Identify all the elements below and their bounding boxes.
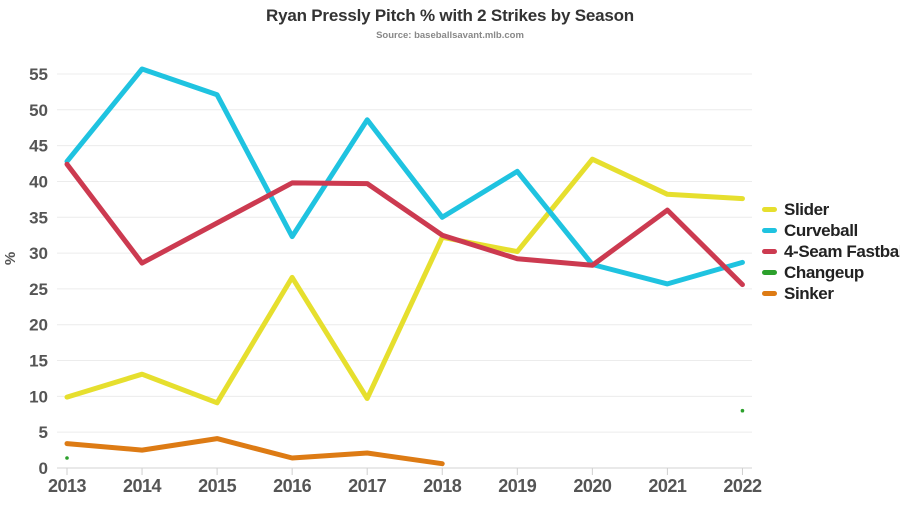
legend-swatch-slider bbox=[762, 207, 777, 212]
series-line-4-seam-fastball bbox=[64, 161, 745, 288]
y-tick-label-20: 20 bbox=[29, 316, 48, 335]
x-tick-label-2020: 2020 bbox=[573, 476, 612, 496]
legend-label-changeup: Changeup bbox=[784, 262, 864, 282]
legend-item-sinker[interactable]: Sinker bbox=[762, 283, 900, 304]
x-tick-label-2018: 2018 bbox=[423, 476, 462, 496]
legend-item-changeup[interactable]: Changeup bbox=[762, 262, 900, 283]
legend-swatch-sinker bbox=[762, 291, 777, 296]
x-tick-label-2017: 2017 bbox=[348, 476, 387, 496]
y-tick-label-30: 30 bbox=[29, 244, 48, 263]
legend-label-sinker: Sinker bbox=[784, 283, 834, 303]
legend-item-4-seam-fastball[interactable]: 4-Seam Fastball bbox=[762, 241, 900, 262]
y-tick-label-50: 50 bbox=[29, 101, 48, 120]
series-point-changeup bbox=[65, 456, 69, 460]
y-tick-label-25: 25 bbox=[29, 280, 48, 299]
chart-title: Ryan Pressly Pitch % with 2 Strikes by S… bbox=[266, 6, 634, 25]
y-tick-label-10: 10 bbox=[29, 387, 48, 406]
legend-swatch-curveball bbox=[762, 228, 777, 233]
x-tick-label-2013: 2013 bbox=[48, 476, 87, 496]
x-tick-label-2014: 2014 bbox=[123, 476, 162, 496]
legend-swatch-4-seam-fastball bbox=[762, 249, 777, 254]
x-tick-label-2022: 2022 bbox=[723, 476, 762, 496]
legend-item-curveball[interactable]: Curveball bbox=[762, 220, 900, 241]
x-tick-label-2015: 2015 bbox=[198, 476, 237, 496]
y-tick-label-5: 5 bbox=[39, 423, 48, 442]
y-tick-label-55: 55 bbox=[29, 65, 48, 84]
y-tick-label-15: 15 bbox=[29, 352, 48, 371]
series-line-curveball bbox=[64, 66, 745, 287]
x-tick-label-2016: 2016 bbox=[273, 476, 312, 496]
legend-label-4-seam-fastball: 4-Seam Fastball bbox=[784, 241, 900, 261]
legend-label-slider: Slider bbox=[784, 199, 829, 219]
y-tick-label-45: 45 bbox=[29, 137, 48, 156]
y-tick-label-0: 0 bbox=[39, 459, 48, 478]
legend-item-slider[interactable]: Slider bbox=[762, 199, 900, 220]
series-line-slider bbox=[64, 156, 745, 406]
series-line-sinker bbox=[64, 436, 445, 467]
legend-label-curveball: Curveball bbox=[784, 220, 858, 240]
x-tick-label-2021: 2021 bbox=[648, 476, 687, 496]
legend-swatch-changeup bbox=[762, 270, 777, 275]
series-point-changeup bbox=[740, 408, 745, 413]
y-tick-label-40: 40 bbox=[29, 172, 48, 191]
x-tick-label-2019: 2019 bbox=[498, 476, 537, 496]
chart-subtitle: Source: baseballsavant.mlb.com bbox=[376, 30, 524, 41]
y-tick-label-35: 35 bbox=[29, 208, 48, 227]
chart-legend: Slider Curveball 4-Seam Fastball Changeup Si… bbox=[762, 199, 900, 304]
